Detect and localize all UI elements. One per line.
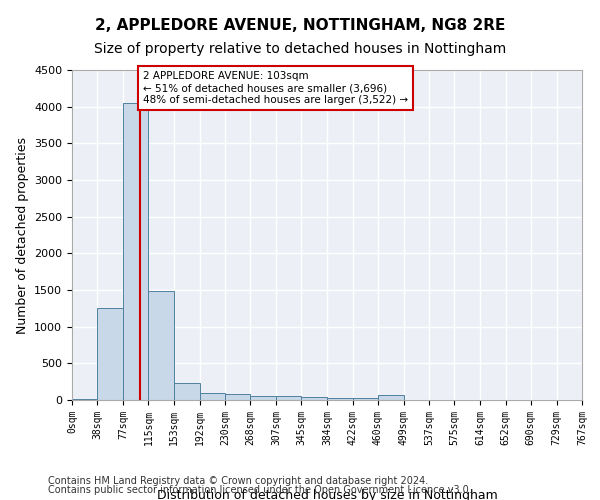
Bar xyxy=(72,398,97,400)
Bar xyxy=(148,292,174,400)
Bar xyxy=(97,308,123,400)
Y-axis label: Number of detached properties: Number of detached properties xyxy=(16,136,29,334)
Bar xyxy=(200,392,225,400)
Text: Contains public sector information licensed under the Open Government Licence v3: Contains public sector information licen… xyxy=(48,485,472,495)
Text: Contains HM Land Registry data © Crown copyright and database right 2024.: Contains HM Land Registry data © Crown c… xyxy=(48,476,428,486)
Bar xyxy=(225,394,250,400)
Bar xyxy=(276,396,301,400)
Bar xyxy=(250,396,276,400)
X-axis label: Distribution of detached houses by size in Nottingham: Distribution of detached houses by size … xyxy=(157,490,497,500)
Bar xyxy=(353,398,378,400)
Text: 2, APPLEDORE AVENUE, NOTTINGHAM, NG8 2RE: 2, APPLEDORE AVENUE, NOTTINGHAM, NG8 2RE xyxy=(95,18,505,32)
Bar xyxy=(123,103,148,400)
Bar xyxy=(378,395,404,400)
Bar xyxy=(174,383,200,400)
Text: Size of property relative to detached houses in Nottingham: Size of property relative to detached ho… xyxy=(94,42,506,56)
Bar xyxy=(328,398,353,400)
Bar xyxy=(301,397,328,400)
Text: 2 APPLEDORE AVENUE: 103sqm
← 51% of detached houses are smaller (3,696)
48% of s: 2 APPLEDORE AVENUE: 103sqm ← 51% of deta… xyxy=(143,72,408,104)
